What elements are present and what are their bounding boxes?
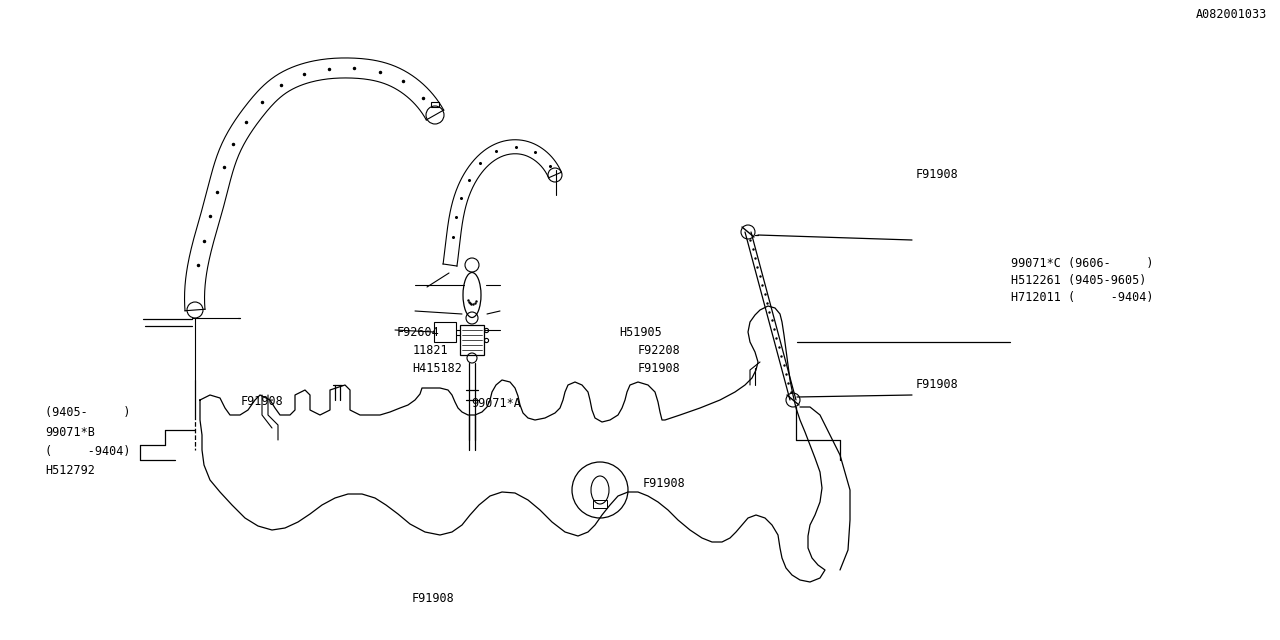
Bar: [460, 325, 484, 355]
Text: H415182: H415182: [412, 362, 462, 374]
Text: 99071*B: 99071*B: [45, 426, 95, 438]
Bar: [431, 102, 439, 107]
Text: 99071*C (9606-     ): 99071*C (9606- ): [1011, 257, 1153, 269]
Text: F91908: F91908: [915, 378, 957, 390]
Text: F91908: F91908: [643, 477, 685, 490]
Text: H512261 (9405-9605): H512261 (9405-9605): [1011, 274, 1147, 287]
Text: F92208: F92208: [637, 344, 680, 357]
Text: F92604: F92604: [397, 326, 439, 339]
Text: (     -9404): ( -9404): [45, 445, 131, 458]
Bar: [593, 500, 607, 508]
Text: 99071*A: 99071*A: [471, 397, 521, 410]
Text: F91908: F91908: [241, 396, 283, 408]
Text: H712011 (     -9404): H712011 ( -9404): [1011, 291, 1153, 304]
Text: F91908: F91908: [915, 168, 957, 181]
Text: F91908: F91908: [637, 362, 680, 374]
Text: F91908: F91908: [411, 592, 454, 605]
Text: 11821: 11821: [412, 344, 448, 357]
Text: A082001033: A082001033: [1196, 8, 1267, 20]
Text: H512792: H512792: [45, 464, 95, 477]
Bar: [434, 322, 456, 342]
Text: (9405-     ): (9405- ): [45, 406, 131, 419]
Text: H51905: H51905: [620, 326, 662, 339]
